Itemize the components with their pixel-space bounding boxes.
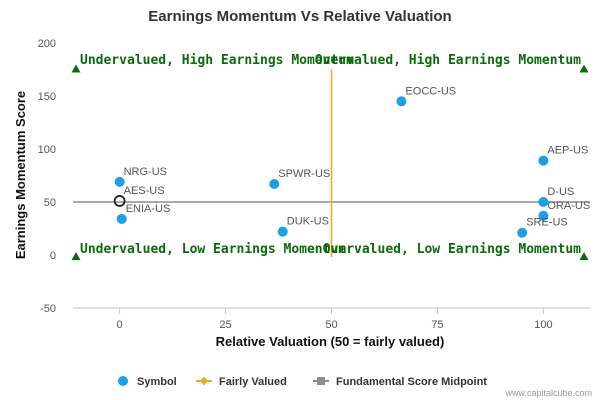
data-point-label: EOCC-US [405,85,456,97]
legend-item-midpoint[interactable]: Fundamental Score Midpoint [313,376,487,388]
data-point [538,197,549,207]
quadrant-labels: Undervalued, High Earnings Momentum Over… [71,53,589,261]
data-point [538,210,549,221]
legend-item-fairly-valued[interactable]: Fairly Valued [196,376,287,388]
data-point-label: ENIA-US [126,203,171,215]
x-tick-label: 75 [431,319,443,331]
data-points: EOCC-US AEP-US NRG-US SPWR-US AES-US D-US ENIA… [113,85,590,238]
quadrant-label-bottom-right: Overvalued, Low Earnings Momentum [323,242,581,257]
data-point-label: SPWR-US [278,168,330,180]
quadrant-label-top-right: Overvalued, High Earnings Momentum [315,53,581,68]
quadrant-marker-top-left [71,64,81,73]
x-tick-label: 100 [534,319,552,331]
y-tick-label: 150 [38,91,56,103]
data-point-label: SRE-US [526,217,568,229]
quadrant-marker-bottom-left [71,252,81,261]
axes: 0 25 50 75 100 -50 0 50 100 150 200 [38,38,590,331]
legend-midpoint-label: Fundamental Score Midpoint [336,376,487,388]
x-axis-label: Relative Valuation (50 = fairly valued) [216,334,445,349]
reference-lines [73,69,590,258]
x-tick-label: 25 [219,319,231,331]
legend-symbol-label: Symbol [137,376,177,388]
data-point [517,227,528,238]
legend-symbol-marker [118,376,128,386]
legend: Symbol Fairly Valued Fundamental Score M… [118,376,487,388]
data-point [396,96,407,107]
x-tick-label: 0 [117,319,123,331]
legend-fairly-valued-marker [199,376,209,386]
y-axis-label: Earnings Momentum Score [13,91,28,259]
data-point [116,213,127,224]
data-point-label: NRG-US [124,166,167,178]
quadrant-label-bottom-left: Undervalued, Low Earnings Momentum [80,242,346,257]
legend-midpoint-marker [317,377,325,385]
data-point-highlighted [113,195,126,207]
data-point [269,178,280,189]
y-tick-label: -50 [40,303,56,315]
data-point-label: AEP-US [547,145,588,157]
quadrant-label-top-left: Undervalued, High Earnings Momentum [80,53,354,68]
data-point-label: AES-US [124,185,165,197]
quadrant-marker-top-right [579,64,589,73]
quadrant-marker-bottom-right [579,252,589,261]
y-tick-label: 50 [44,197,56,209]
data-point [538,155,549,166]
data-point-label: D-US [547,186,574,198]
y-tick-label: 100 [38,144,56,156]
data-point [114,176,125,187]
legend-item-symbol[interactable]: Symbol [118,376,177,388]
legend-fairly-valued-label: Fairly Valued [219,376,287,388]
data-point-label: ORA-US [547,200,590,212]
y-tick-label: 200 [38,38,56,50]
y-tick-label: 0 [50,250,56,262]
data-point-label: DUK-US [287,216,329,228]
x-tick-label: 50 [325,319,337,331]
credit-text: www.capitalcube.com [504,388,592,398]
data-point [277,226,288,237]
chart-title: Earnings Momentum Vs Relative Valuation [148,8,451,25]
